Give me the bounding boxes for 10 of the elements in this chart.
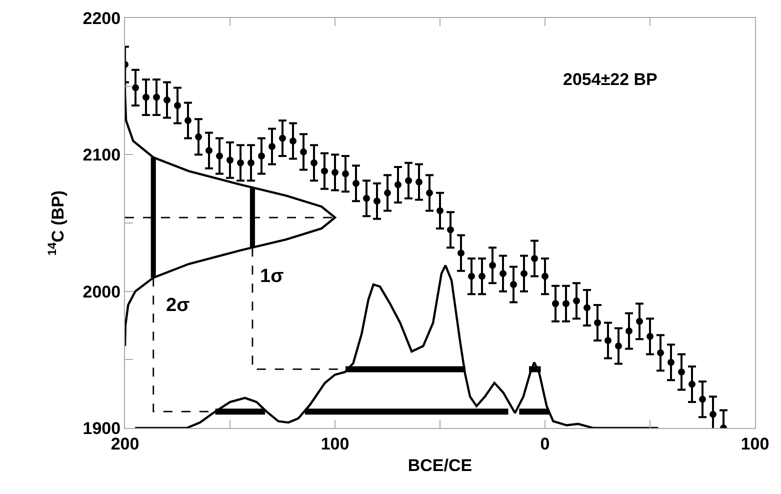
annotation: 2054±22 BP [563, 70, 658, 89]
x-tick-label: 0 [540, 434, 550, 454]
x-tick-label: 100 [740, 434, 770, 454]
annotation: 2σ [166, 295, 190, 316]
y-tick-label: 2200 [82, 8, 121, 28]
annotation: 1σ [260, 266, 284, 287]
y-tick-label: 2100 [82, 146, 121, 165]
y-tick-label: 2000 [82, 282, 121, 302]
x-axis-title: BCE/CE [408, 456, 472, 475]
x-tick-label: 100 [320, 434, 350, 454]
